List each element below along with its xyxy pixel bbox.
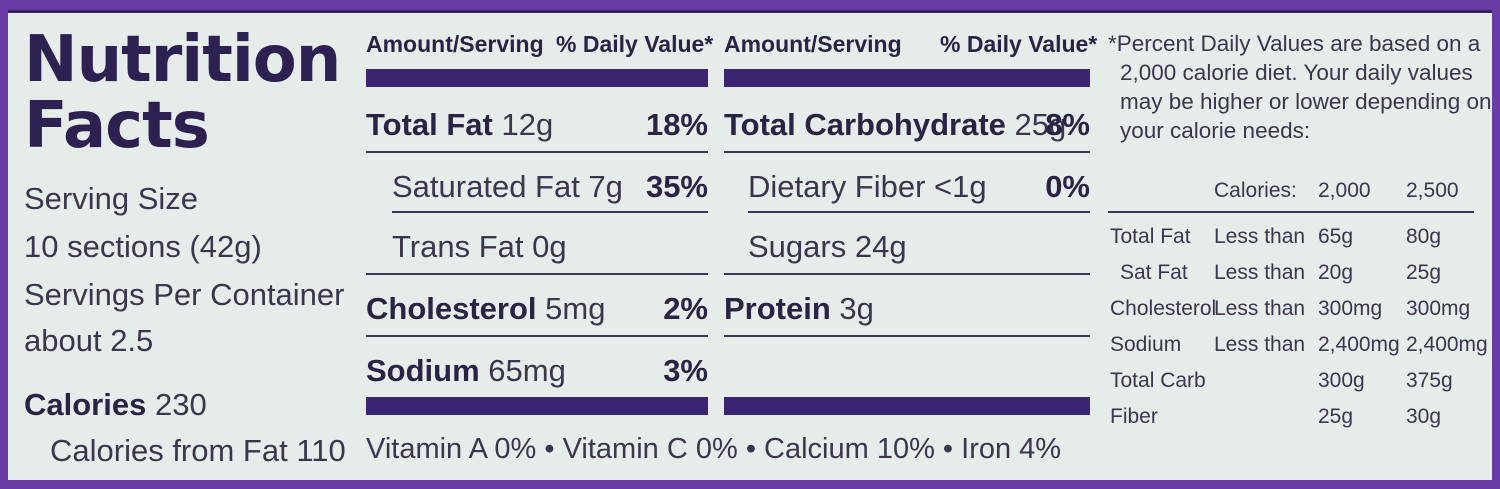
dv-table-header-2500: 2,500: [1406, 179, 1459, 202]
total-carb-pct: 8%: [1045, 107, 1090, 142]
total-fat-pct: 18%: [645, 107, 708, 142]
cholesterol-amount: 5mg: [545, 291, 606, 326]
total-carb-label: Total Carbohydrate: [724, 107, 1006, 142]
dv-2000: 20g: [1318, 261, 1354, 284]
total-carb-row: Total Carbohydrate 25g: [724, 105, 1066, 145]
total-fat-amount: 12g: [501, 107, 554, 142]
row-divider: [724, 273, 1090, 275]
dv-table-rule: [1108, 211, 1474, 213]
sodium-label: Sodium: [366, 353, 480, 388]
dv-table-header-calories: Calories:: [1214, 179, 1297, 202]
row-divider: [392, 211, 708, 213]
footnote-line: may be higher or lower depending on: [1120, 89, 1492, 114]
nutrition-facts-title: Nutrition Facts: [24, 23, 341, 163]
total-fat-label: Total Fat: [366, 107, 493, 142]
footer-bar-1: [366, 397, 708, 415]
dv-2500: 2,400mg: [1406, 333, 1488, 356]
dv-2500: 375g: [1406, 369, 1453, 392]
dv-nutrient: Sodium: [1110, 333, 1182, 356]
footnote: *Percent Daily Values are based on a 2,0…: [1108, 29, 1492, 145]
dv-2500: 300mg: [1406, 297, 1471, 320]
amount-serving-header-2: Amount/Serving: [724, 31, 902, 57]
footnote-line: *Percent Daily Values are based on a: [1108, 31, 1481, 56]
serving-size-label: Serving Size: [24, 181, 199, 216]
row-divider: [748, 211, 1090, 213]
dv-nutrient: Cholesterol: [1110, 297, 1217, 320]
servings-per-container-value: about 2.5: [24, 323, 154, 358]
dv-nutrient: Total Fat: [1110, 225, 1191, 248]
vitamins-line: Vitamin A 0% • Vitamin C 0% • Calcium 10…: [366, 433, 1062, 465]
protein-amount: 3g: [839, 291, 874, 326]
sodium-amount: 65mg: [488, 353, 566, 388]
row-divider: [366, 335, 708, 337]
row-divider: [724, 151, 1090, 153]
dv-qualifier: Less than: [1214, 261, 1306, 284]
row-divider: [366, 151, 708, 153]
row-divider: [366, 273, 708, 275]
nutrition-panel: Nutrition Facts Serving Size 10 sections…: [8, 10, 1492, 480]
dv-2000: 300mg: [1318, 297, 1383, 320]
dv-2000: 65g: [1318, 225, 1354, 248]
dv-qualifier: Less than: [1214, 297, 1306, 320]
calories-from-fat: Calories from Fat 110: [50, 433, 346, 468]
cholesterol-pct: 2%: [663, 291, 708, 326]
dv-nutrient: Sat Fat: [1120, 261, 1188, 284]
serving-size-value: 10 sections (42g): [24, 229, 262, 264]
protein-label: Protein: [724, 291, 831, 326]
calories-value: 230: [154, 387, 207, 422]
header-bar-1: [366, 69, 708, 87]
dv-qualifier: Less than: [1214, 225, 1306, 248]
sugars-label: Sugars 24g: [748, 229, 907, 264]
dv-table-header-2000: 2,000: [1318, 179, 1371, 202]
dv-2500: 25g: [1406, 261, 1442, 284]
calories-label: Calories: [24, 387, 147, 422]
dv-2000: 2,400mg: [1318, 333, 1400, 356]
dietary-fiber-pct: 0%: [1045, 169, 1090, 204]
footnote-line: your calorie needs:: [1120, 118, 1311, 143]
servings-per-container-label: Servings Per Container: [24, 277, 345, 312]
title-line-2: Facts: [24, 89, 210, 163]
cholesterol-row: Cholesterol 5mg: [366, 289, 605, 329]
daily-value-header-2: % Daily Value*: [940, 31, 1098, 57]
footnote-line: 2,000 calorie diet. Your daily values: [1120, 60, 1473, 85]
saturated-fat-pct: 35%: [645, 169, 708, 204]
dv-nutrient: Total Carb: [1110, 369, 1206, 392]
sodium-row: Sodium 65mg: [366, 351, 566, 391]
row-divider: [724, 335, 1090, 337]
saturated-fat-label: Saturated Fat 7g: [392, 169, 623, 204]
trans-fat-label: Trans Fat 0g: [392, 229, 567, 264]
cholesterol-label: Cholesterol: [366, 291, 537, 326]
dv-2500: 30g: [1406, 405, 1442, 428]
calories-line: Calories 230: [24, 385, 207, 425]
protein-row: Protein 3g: [724, 289, 874, 329]
sodium-pct: 3%: [663, 353, 708, 388]
dv-2000: 25g: [1318, 405, 1354, 428]
dv-nutrient: Fiber: [1110, 405, 1158, 428]
dv-2500: 80g: [1406, 225, 1442, 248]
daily-value-header-1: % Daily Value*: [556, 31, 714, 57]
dv-2000: 300g: [1318, 369, 1365, 392]
footer-bar-2: [724, 397, 1090, 415]
amount-serving-header-1: Amount/Serving: [366, 31, 544, 57]
header-bar-2: [724, 69, 1090, 87]
dv-qualifier: Less than: [1214, 333, 1306, 356]
total-fat-row: Total Fat 12g: [366, 105, 553, 145]
dietary-fiber-label: Dietary Fiber <1g: [748, 169, 987, 204]
total-carb-amount: 25g: [1014, 107, 1067, 142]
title-line-1: Nutrition: [24, 23, 341, 97]
